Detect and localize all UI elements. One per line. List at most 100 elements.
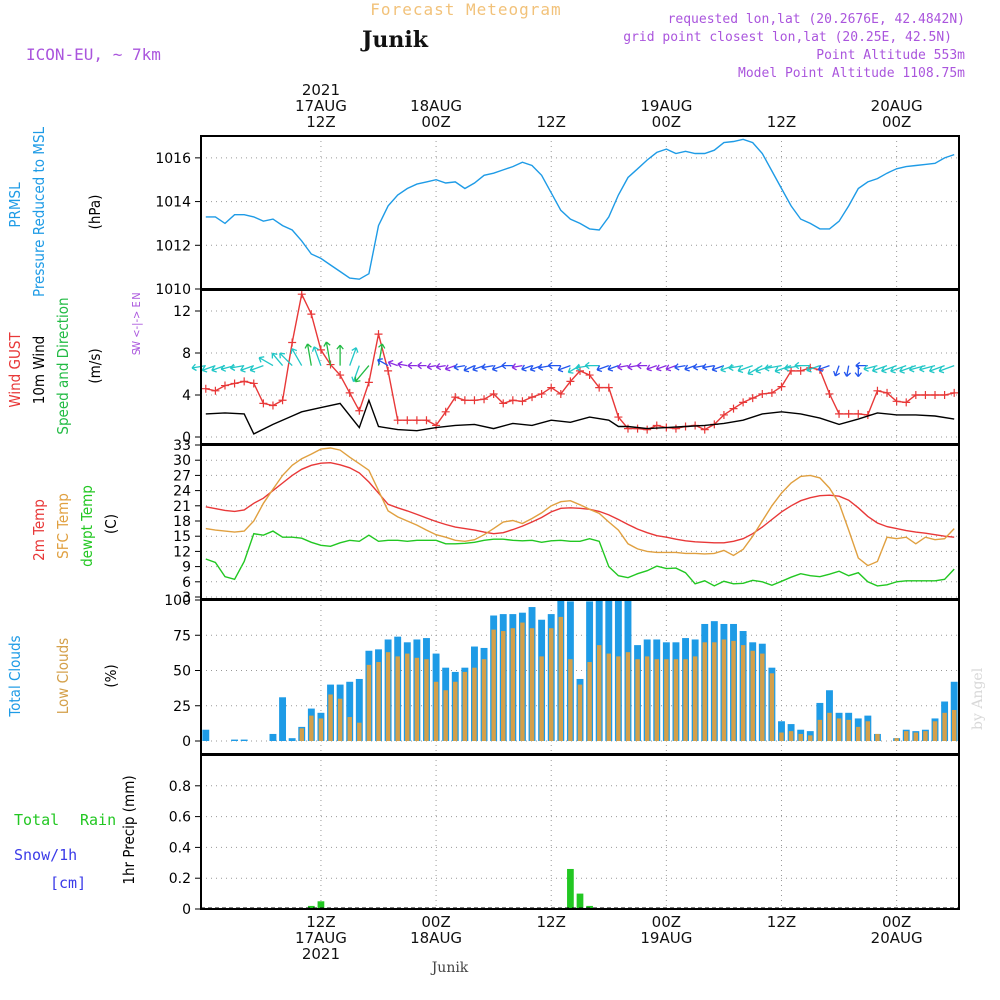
low-cloud-bar xyxy=(664,659,669,741)
label-sfc-temp: SFC Temp xyxy=(54,493,72,559)
total-cloud-bar xyxy=(231,739,239,741)
y-tick-label: 0 xyxy=(182,734,191,750)
y-tick-label: 9 xyxy=(182,560,191,576)
time-label-bottom: 19AUG xyxy=(640,929,692,947)
gust-marker xyxy=(259,399,268,408)
compass-s: S xyxy=(130,349,143,355)
gust-marker xyxy=(230,379,239,388)
wind-arrow xyxy=(463,365,475,373)
y-tick-label: 30 xyxy=(173,453,191,469)
gust-marker xyxy=(489,389,498,398)
wind-arrow xyxy=(737,364,753,374)
y-tick-label: 12 xyxy=(173,304,191,320)
gust-marker xyxy=(374,330,383,339)
credit: by Angel xyxy=(970,667,986,730)
gust-marker xyxy=(777,382,786,391)
wind-arrow xyxy=(863,364,878,372)
label-ms: (m/s) xyxy=(86,348,104,383)
low-cloud-bar xyxy=(318,718,324,741)
low-cloud-bar xyxy=(769,673,775,741)
y-tick-label: 100 xyxy=(164,593,191,609)
low-cloud-bar xyxy=(760,653,765,741)
wind-arrow xyxy=(636,361,648,370)
low-cloud-bar xyxy=(644,656,650,741)
y-tick-label: 0.2 xyxy=(169,871,191,887)
footer-location: Junik xyxy=(430,960,469,976)
low-cloud-bar xyxy=(827,712,832,741)
wind-arrow xyxy=(453,363,466,371)
wind-arrow xyxy=(349,347,359,366)
wind-arrow xyxy=(833,365,841,377)
gust-marker xyxy=(767,388,776,397)
product-title: Forecast Meteogram xyxy=(370,0,561,19)
gust-marker xyxy=(835,409,844,418)
gust-marker xyxy=(528,393,537,402)
wind-arrow xyxy=(755,364,773,374)
label-10m-wind: 10m Wind xyxy=(30,336,48,405)
gust-marker xyxy=(345,388,354,397)
gust-marker xyxy=(403,416,412,425)
gust-marker xyxy=(892,397,901,406)
wind-arrow xyxy=(258,356,274,367)
y-tick-label: 1014 xyxy=(155,195,191,211)
time-label-bottom: 00Z xyxy=(652,913,681,931)
y-tick-label: 0.8 xyxy=(169,779,191,795)
gust-marker xyxy=(499,399,508,408)
wind-arrow xyxy=(290,348,303,366)
low-cloud-bar xyxy=(376,662,381,741)
gust-marker xyxy=(451,393,460,402)
low-cloud-bar xyxy=(481,659,487,741)
wind-arrow xyxy=(764,364,782,372)
low-cloud-bar xyxy=(913,732,919,741)
time-label-bottom: 12Z xyxy=(306,913,335,931)
gust-marker xyxy=(537,389,546,398)
low-cloud-bar xyxy=(788,731,794,741)
label-snow: Snow/1h xyxy=(14,846,77,864)
low-cloud-bar xyxy=(491,629,496,741)
low-cloud-bar xyxy=(453,681,458,741)
low-cloud-bar xyxy=(683,659,688,741)
gust-marker xyxy=(739,398,748,407)
compass-we: W <-|-> E xyxy=(130,301,143,350)
gust-marker xyxy=(336,371,345,380)
wind-arrow xyxy=(511,363,523,371)
gust-marker xyxy=(556,389,565,398)
low-cloud-bar xyxy=(875,733,880,741)
gust-marker xyxy=(480,395,489,404)
gust-marker xyxy=(508,396,517,405)
wind-arrow xyxy=(407,361,417,370)
gust-marker xyxy=(220,381,229,390)
series-line-10m-wind xyxy=(205,398,955,435)
gust-marker xyxy=(240,377,249,386)
low-cloud-bar xyxy=(510,628,516,741)
wind-arrow xyxy=(387,359,398,367)
time-label-top: 12Z xyxy=(537,113,566,131)
wind-arrow xyxy=(397,360,408,369)
gust-marker xyxy=(825,389,834,398)
y-tick-label: 1016 xyxy=(155,151,191,167)
wind-arrow xyxy=(919,364,936,373)
gust-marker xyxy=(931,391,940,399)
low-cloud-bar xyxy=(549,628,554,741)
label-cm: [cm] xyxy=(50,874,86,892)
label-hpa: (hPa) xyxy=(86,195,104,230)
label-prmsl: PRMSL xyxy=(6,182,24,228)
wind-arrow xyxy=(817,364,830,372)
series-line-sfc-temp xyxy=(205,447,955,567)
label-dewpt-temp: dewpt Temp xyxy=(78,485,96,567)
wind-arrow xyxy=(617,363,629,371)
y-tick-label: 12 xyxy=(173,544,191,560)
time-label-top: 00Z xyxy=(652,113,681,131)
gust-marker xyxy=(748,394,757,403)
low-cloud-bar xyxy=(529,628,535,741)
low-cloud-bar xyxy=(836,718,842,741)
gust-marker xyxy=(297,290,306,299)
label-pressure: Pressure Reduced to MSL xyxy=(30,126,48,297)
low-cloud-bar xyxy=(337,698,343,741)
location-title: Junik xyxy=(360,27,429,53)
gust-marker xyxy=(547,383,556,392)
wind-arrow xyxy=(271,352,284,367)
time-label-top: 18AUG xyxy=(410,97,462,115)
low-cloud-bar xyxy=(798,733,803,741)
y-tick-label: 24 xyxy=(173,484,191,500)
